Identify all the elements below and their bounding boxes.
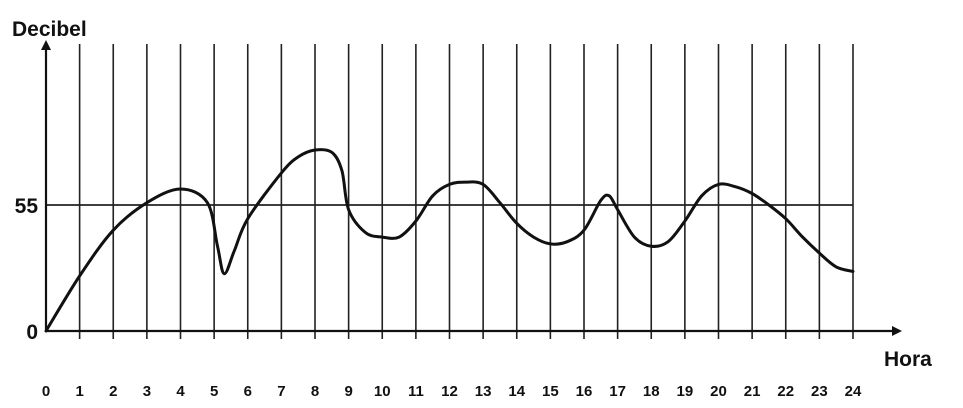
x-tick-label-13: 13: [475, 383, 492, 400]
x-tick-label-3: 3: [143, 383, 151, 400]
x-tick-label-23: 23: [811, 383, 828, 400]
x-tick-label-9: 9: [344, 383, 352, 400]
x-tick-label-19: 19: [677, 383, 694, 400]
x-tick-label-7: 7: [277, 383, 285, 400]
x-tick-label-2: 2: [109, 383, 117, 400]
label-layer: Decibel Hora: [12, 18, 932, 371]
x-tick-label-8: 8: [311, 383, 319, 400]
x-tick-label-6: 6: [244, 383, 252, 400]
x-tick-label-0: 0: [42, 383, 50, 400]
x-axis-title: Hora: [884, 348, 932, 371]
x-tick-label-24: 24: [845, 383, 862, 400]
x-tick-label-21: 21: [744, 383, 761, 400]
y-axis-title: Decibel: [12, 18, 87, 41]
x-tick-label-11: 11: [408, 383, 424, 400]
x-tick-label-4: 4: [176, 383, 185, 400]
y-tick-label-55: 55: [15, 195, 39, 218]
x-tick-label-20: 20: [710, 383, 727, 400]
x-tick-label-5: 5: [210, 383, 218, 400]
x-tick-label-18: 18: [643, 383, 660, 400]
x-tick-label-14: 14: [508, 383, 525, 400]
tick-layer: 0 1 2 3 4 5 6 7 8 9 10 11 12 13 14 15 16 17 18 19 20 21 22 23 24…: [15, 195, 862, 400]
x-tick-label-10: 10: [374, 383, 391, 400]
x-tick-label-16: 16: [576, 383, 593, 400]
x-tick-label-1: 1: [75, 383, 83, 400]
y-tick-label-0: 0: [26, 321, 38, 344]
grid-layer: [46, 44, 854, 339]
x-tick-label-12: 12: [441, 383, 458, 400]
x-tick-label-22: 22: [777, 383, 794, 400]
x-tick-label-17: 17: [609, 383, 626, 400]
decibel-series-line-0: [44, 148, 855, 333]
series-layer: [44, 148, 855, 333]
x-tick-label-15: 15: [542, 383, 559, 400]
axis-layer: [41, 40, 902, 336]
